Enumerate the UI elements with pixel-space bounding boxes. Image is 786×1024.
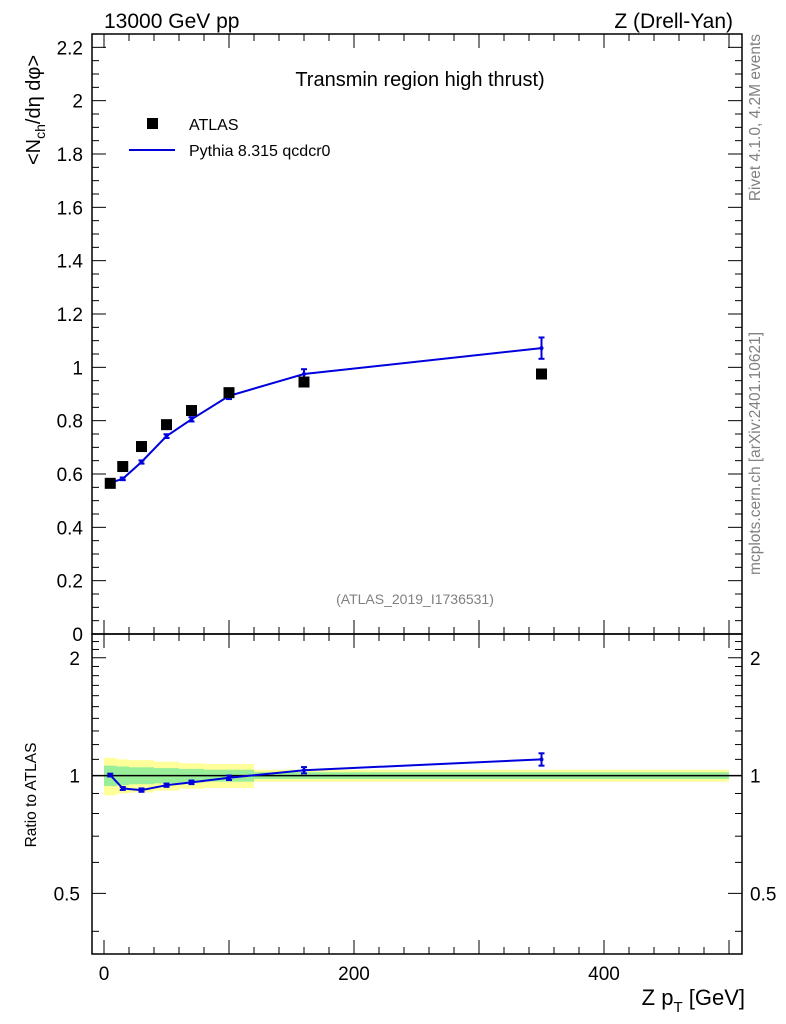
ratio-point bbox=[302, 768, 306, 773]
mc-point bbox=[302, 372, 306, 376]
ratio-point bbox=[539, 757, 544, 762]
y-tick-label: 2 bbox=[72, 92, 83, 113]
ratio-series bbox=[107, 752, 545, 793]
mc-point bbox=[120, 476, 125, 481]
ratio-point bbox=[227, 775, 231, 780]
y-tick-label: 0 bbox=[72, 625, 83, 646]
data-point bbox=[223, 387, 235, 399]
data-point bbox=[186, 405, 197, 417]
ratio-point bbox=[189, 780, 194, 785]
mc-point bbox=[164, 434, 169, 439]
y-tick-label: 0.6 bbox=[57, 465, 83, 486]
data-point bbox=[536, 368, 547, 380]
y-tick-label: 0.8 bbox=[57, 412, 83, 433]
ratio-point bbox=[120, 786, 125, 791]
legend-mc-label: Pythia 8.315 qcdcr0 bbox=[189, 143, 331, 160]
mc-point bbox=[539, 346, 544, 351]
legend-data-marker bbox=[147, 118, 158, 129]
mc-point bbox=[139, 460, 144, 464]
ratio-uncertainty-bands bbox=[104, 757, 729, 796]
data-point bbox=[136, 441, 147, 453]
x-tick-label: 400 bbox=[588, 964, 620, 985]
process-label: Z (Drell-Yan) bbox=[614, 10, 733, 33]
data-point bbox=[117, 461, 129, 473]
x-tick-label: 200 bbox=[338, 964, 370, 985]
mcplots-label: mcplots.cern.ch [arXiv:2401.10621] bbox=[747, 332, 764, 575]
ratio-tick-label-right: 1 bbox=[750, 767, 761, 788]
analysis-label: (ATLAS_2019_I1736531) bbox=[336, 591, 494, 607]
ratio-plot-frame bbox=[91, 633, 743, 955]
ratio-point bbox=[139, 788, 144, 793]
ratio-tick-label-right: 0.5 bbox=[750, 884, 776, 905]
y-tick-label: 0.2 bbox=[57, 572, 83, 593]
legend-data-label: ATLAS bbox=[189, 117, 239, 134]
mc-point bbox=[189, 417, 194, 422]
ratio-tick-label: 2 bbox=[69, 649, 80, 670]
energy-label: 13000 GeV pp bbox=[104, 10, 239, 33]
data-point bbox=[298, 376, 310, 388]
x-tick-label: 0 bbox=[99, 964, 110, 985]
y-tick-label: 0.4 bbox=[57, 518, 84, 539]
data-point bbox=[104, 477, 116, 489]
ratio-point bbox=[108, 773, 113, 778]
ratio-point bbox=[164, 783, 169, 788]
y-tick-label: 2.2 bbox=[57, 38, 83, 59]
ratio-tick-label: 0.5 bbox=[54, 884, 80, 905]
ratio-tick-label: 1 bbox=[69, 767, 80, 788]
axes: 0 200 400 0 0.2 0.4 0.6 0.8 1 1.2 1.4 1.6 1.8 2 2.2 0.5… bbox=[54, 34, 776, 985]
main-y-axis-label: <Nch/dη dφ> bbox=[23, 55, 48, 165]
y-tick-label: 1.6 bbox=[57, 198, 83, 219]
data-point bbox=[161, 419, 172, 431]
x-axis-label: Z pT [GeV] bbox=[642, 985, 745, 1016]
y-tick-label: 1.4 bbox=[57, 252, 84, 273]
mc-line bbox=[109, 347, 542, 484]
plot-title: Transmin region high thrust) bbox=[295, 69, 544, 91]
y-tick-label: 1 bbox=[72, 358, 83, 379]
ratio-tick-label-right: 2 bbox=[750, 649, 761, 670]
y-tick-label: 1.2 bbox=[57, 305, 83, 326]
mc-series bbox=[107, 336, 545, 486]
ratio-y-axis-label: Ratio to ATLAS bbox=[23, 743, 40, 848]
ratio-line bbox=[109, 758, 542, 792]
data-series bbox=[104, 368, 547, 489]
y-tick-label: 1.8 bbox=[57, 145, 83, 166]
rivet-label: Rivet 4.1.0, 4.2M events bbox=[747, 34, 764, 201]
